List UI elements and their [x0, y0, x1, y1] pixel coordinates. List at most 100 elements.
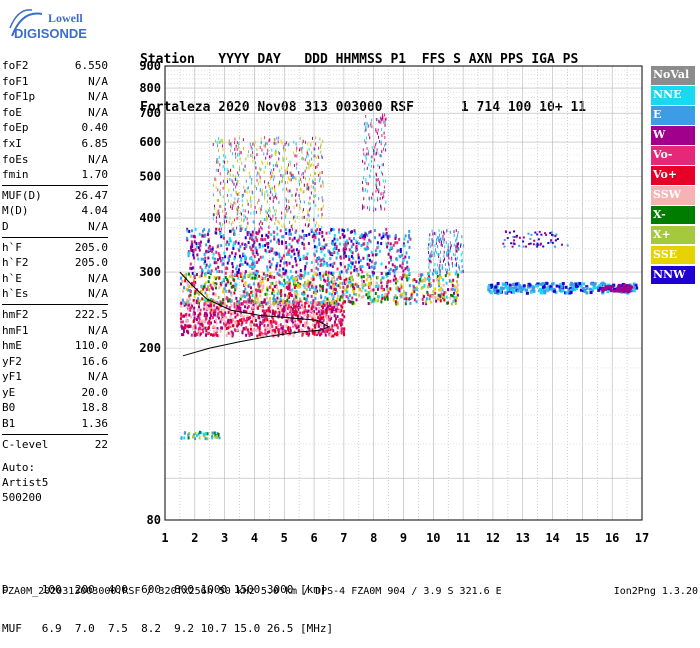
echo-point: [423, 279, 426, 283]
echo-point: [440, 275, 443, 279]
echo-point: [345, 280, 348, 284]
echo-point: [566, 244, 569, 247]
echo-point: [244, 228, 247, 232]
echo-point: [355, 292, 358, 296]
echo-point: [438, 284, 441, 288]
echo-point: [449, 296, 452, 300]
echo-point: [214, 206, 216, 210]
echo-point: [284, 309, 287, 313]
echo-point: [533, 239, 536, 242]
echo-point: [362, 206, 364, 210]
echo-point: [442, 283, 445, 287]
echo-point: [256, 306, 259, 310]
echo-point: [317, 321, 320, 325]
echo-point: [312, 331, 315, 335]
echo-point: [215, 435, 218, 439]
echo-point: [463, 244, 465, 248]
echo-point: [252, 220, 254, 224]
param-row: MUF(D) 26.47: [2, 188, 108, 204]
echo-point: [333, 310, 336, 314]
echo-point: [314, 291, 317, 295]
echo-point: [237, 205, 239, 209]
echo-point: [320, 304, 323, 308]
echo-point: [256, 153, 258, 157]
echo-point: [193, 275, 196, 279]
echo-point: [308, 187, 310, 191]
echo-point: [399, 247, 402, 251]
echo-point: [312, 277, 315, 281]
echo-point: [369, 277, 372, 281]
echo-point: [251, 310, 254, 314]
echo-point: [330, 299, 333, 303]
echo-point: [380, 207, 382, 211]
echo-point: [380, 284, 383, 288]
echo-point: [393, 274, 396, 278]
echo-point: [234, 240, 237, 244]
echo-point: [382, 115, 384, 119]
echo-point: [236, 324, 239, 328]
echo-point: [386, 293, 389, 297]
echo-point: [246, 314, 249, 318]
echo-point: [332, 290, 335, 294]
echo-point: [405, 293, 408, 297]
echo-point: [335, 283, 338, 287]
echo-point: [319, 171, 321, 175]
param-separator: [2, 184, 108, 186]
echo-point: [314, 147, 316, 151]
echo-point: [204, 274, 207, 278]
echo-point: [449, 230, 451, 234]
echo-point: [322, 310, 325, 314]
echo-point: [384, 207, 386, 211]
echo-point: [428, 282, 431, 286]
echo-point: [341, 318, 344, 322]
echo-point: [302, 290, 305, 294]
echo-point: [252, 142, 254, 146]
echo-point: [197, 305, 200, 309]
echo-point: [571, 287, 575, 291]
echo-point: [263, 309, 266, 313]
echo-point: [364, 129, 366, 133]
echo-point: [369, 275, 372, 279]
echo-point: [387, 241, 390, 245]
echo-point: [313, 328, 316, 332]
echo-point: [607, 283, 611, 287]
echo-point: [202, 330, 205, 334]
echo-point: [295, 199, 297, 203]
echo-point: [418, 273, 421, 277]
echo-point: [230, 330, 233, 334]
echo-point: [269, 206, 271, 210]
echo-point: [323, 262, 326, 266]
echo-point: [274, 188, 276, 192]
echo-point: [299, 204, 301, 208]
echo-point: [388, 234, 391, 238]
echo-point: [229, 216, 231, 220]
echo-point: [312, 275, 315, 279]
echo-point: [282, 177, 284, 181]
echo-point: [285, 213, 287, 217]
echo-point: [230, 332, 233, 336]
echo-point: [436, 270, 438, 274]
echo-point: [363, 284, 366, 288]
param-row: foEp 0.40: [2, 120, 108, 136]
echo-point: [192, 325, 195, 329]
echo-point: [198, 241, 201, 245]
echo-point: [392, 298, 395, 302]
echo-point: [287, 176, 289, 180]
echo-point: [319, 314, 322, 318]
echo-point: [343, 251, 346, 255]
echo-point: [355, 298, 358, 302]
param-separator: [2, 303, 108, 305]
echo-point: [383, 189, 385, 193]
echo-point: [440, 292, 443, 296]
echo-point: [406, 278, 409, 282]
echo-point: [266, 292, 269, 296]
echo-point: [247, 210, 249, 214]
echo-point: [336, 267, 339, 271]
param-value: 20.0: [81, 385, 109, 399]
echo-point: [308, 327, 311, 331]
param-value: 1.70: [81, 168, 109, 182]
echo-point: [182, 327, 185, 331]
echo-point: [364, 161, 366, 165]
echo-point: [214, 282, 217, 286]
echo-point: [189, 245, 192, 249]
